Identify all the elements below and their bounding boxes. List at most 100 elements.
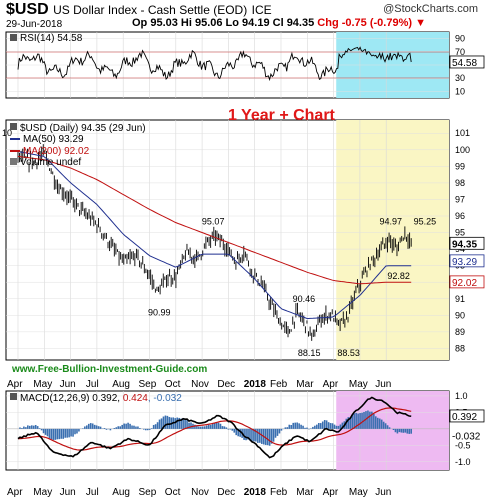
x-axis-label: Apr: [7, 379, 23, 390]
macd-histogram-bar: [255, 428, 257, 442]
macd-histogram-bar: [312, 426, 314, 429]
macd-histogram-bar: [272, 428, 275, 442]
macd-current-box: [449, 409, 485, 423]
price-current-box: [449, 236, 485, 250]
macd-histogram-bar: [68, 428, 70, 438]
macd-histogram-bar: [296, 422, 298, 429]
macd-histogram-bar: [382, 421, 385, 429]
macd-histogram-bar: [164, 415, 167, 429]
macd-histogram-bar: [117, 426, 120, 429]
macd-histogram-bar: [182, 418, 184, 429]
macd-histogram-bar: [306, 427, 308, 429]
macd-histogram-bar: [97, 426, 100, 429]
macd-histogram-bar: [109, 428, 112, 431]
macd-histogram-bar: [152, 424, 155, 429]
macd-histogram-bar: [162, 416, 165, 429]
macd-histogram-bar: [213, 423, 216, 429]
macd-histogram-bar: [180, 418, 182, 429]
macd-histogram-bar: [186, 420, 188, 429]
macd-x-axis-label: Apr: [7, 487, 23, 498]
x-axis-label: Jun: [60, 379, 76, 390]
macd-histogram-bar: [245, 428, 247, 441]
x-axis-label: Aug: [112, 379, 130, 390]
price-current-box: [449, 254, 485, 268]
exchange: ICE: [251, 3, 272, 17]
macd-histogram-bar: [329, 423, 332, 429]
rsi-tick-label: 70: [455, 47, 465, 57]
chart-header: $USD US Dollar Index - Cash Settle (EOD)…: [0, 0, 486, 30]
x-axis-label: Jun: [375, 379, 391, 390]
macd-histogram-bar: [268, 428, 271, 446]
macd-histogram-bar: [316, 424, 318, 429]
macd-histogram-bar: [386, 425, 389, 429]
macd-x-axis-label: Aug: [112, 487, 130, 498]
price-tick-label: 88: [455, 343, 465, 353]
price-annotation: 88.15: [298, 348, 321, 358]
price-current-label: 92.02: [452, 278, 477, 289]
macd-histogram-bar: [323, 420, 326, 429]
macd-histogram-bar: [148, 428, 151, 430]
macd-x-axis-label: May: [33, 487, 52, 498]
macd-histogram-bar: [376, 417, 379, 429]
rsi-legend-swatch: [10, 34, 17, 41]
price-annotation: 88.53: [337, 348, 360, 358]
macd-histogram-bar: [209, 424, 212, 429]
macd-histogram-bar: [243, 428, 245, 440]
price-legend: $USD (Daily) 94.35 (29 Jun): [20, 123, 146, 134]
macd-histogram-bar: [166, 415, 169, 429]
macd-histogram-bar: [355, 412, 357, 429]
macd-histogram-bar: [215, 422, 218, 429]
macd-histogram-bar: [264, 428, 267, 445]
macd-histogram-bar: [32, 425, 35, 429]
macd-histogram-bar: [365, 411, 367, 429]
macd-histogram-bar: [400, 428, 403, 433]
macd-legend-prefix: MACD(12,26,9) 0.392,: [20, 393, 123, 404]
symbol: $USD: [6, 1, 49, 18]
macd-histogram-bar: [237, 428, 239, 437]
macd-histogram-bar: [82, 428, 84, 429]
macd-histogram-bar: [288, 424, 291, 429]
macd-x-axis-label: Jun: [375, 487, 391, 498]
x-axis-label: 2018: [244, 379, 267, 390]
macd-legend: MACD(12,26,9) 0.392, 0.424, -0.032: [20, 393, 182, 404]
macd-line: [17, 396, 412, 459]
macd-histogram-bar: [259, 428, 261, 443]
macd-histogram-bar: [150, 428, 153, 429]
macd-histogram-bar: [133, 425, 135, 429]
macd-histogram-bar: [19, 427, 21, 429]
macd-histogram-bar: [276, 428, 279, 436]
macd-histogram-bar: [160, 418, 163, 429]
macd-histogram-bar: [178, 417, 181, 429]
website-watermark: www.Free-Bullion-Investment-Guide.com: [11, 364, 207, 375]
price-tick-label: 89: [455, 327, 465, 337]
macd-histogram-bar: [52, 428, 55, 440]
macd-histogram-bar: [36, 426, 39, 429]
macd-histogram-bar: [86, 425, 88, 429]
macd-histogram-bar: [78, 428, 80, 432]
price-current-label: 94.35: [452, 239, 477, 250]
macd-histogram-bar: [196, 425, 198, 429]
macd-histogram-bar: [388, 427, 391, 429]
macd-histogram-bar: [129, 423, 131, 429]
rsi-tick-label: 30: [455, 73, 465, 83]
price-legend-swatch: [10, 123, 17, 130]
macd-histogram-bar: [95, 425, 98, 429]
macd-histogram-bar: [40, 428, 43, 431]
rsi-tick-label: 90: [455, 34, 465, 44]
macd-histogram-bar: [225, 427, 228, 429]
macd-histogram-bar: [91, 423, 94, 429]
macd-histogram: [17, 410, 412, 446]
macd-histogram-bar: [115, 427, 118, 429]
rsi-tick-label: 10: [455, 86, 465, 96]
macd-histogram-bar: [410, 428, 412, 434]
macd-histogram-bar: [200, 426, 202, 429]
price-current-label: 93.29: [452, 257, 477, 268]
macd-histogram-bar: [60, 428, 63, 439]
macd-histogram-bar: [217, 422, 220, 429]
price-annotation: 95.25: [414, 216, 437, 226]
macd-x-axis-label: Feb: [270, 487, 288, 498]
macd-histogram-bar: [335, 425, 338, 429]
macd-histogram-bar: [353, 413, 355, 429]
x-axis-label: May: [349, 379, 368, 390]
price-bars: [17, 144, 412, 341]
